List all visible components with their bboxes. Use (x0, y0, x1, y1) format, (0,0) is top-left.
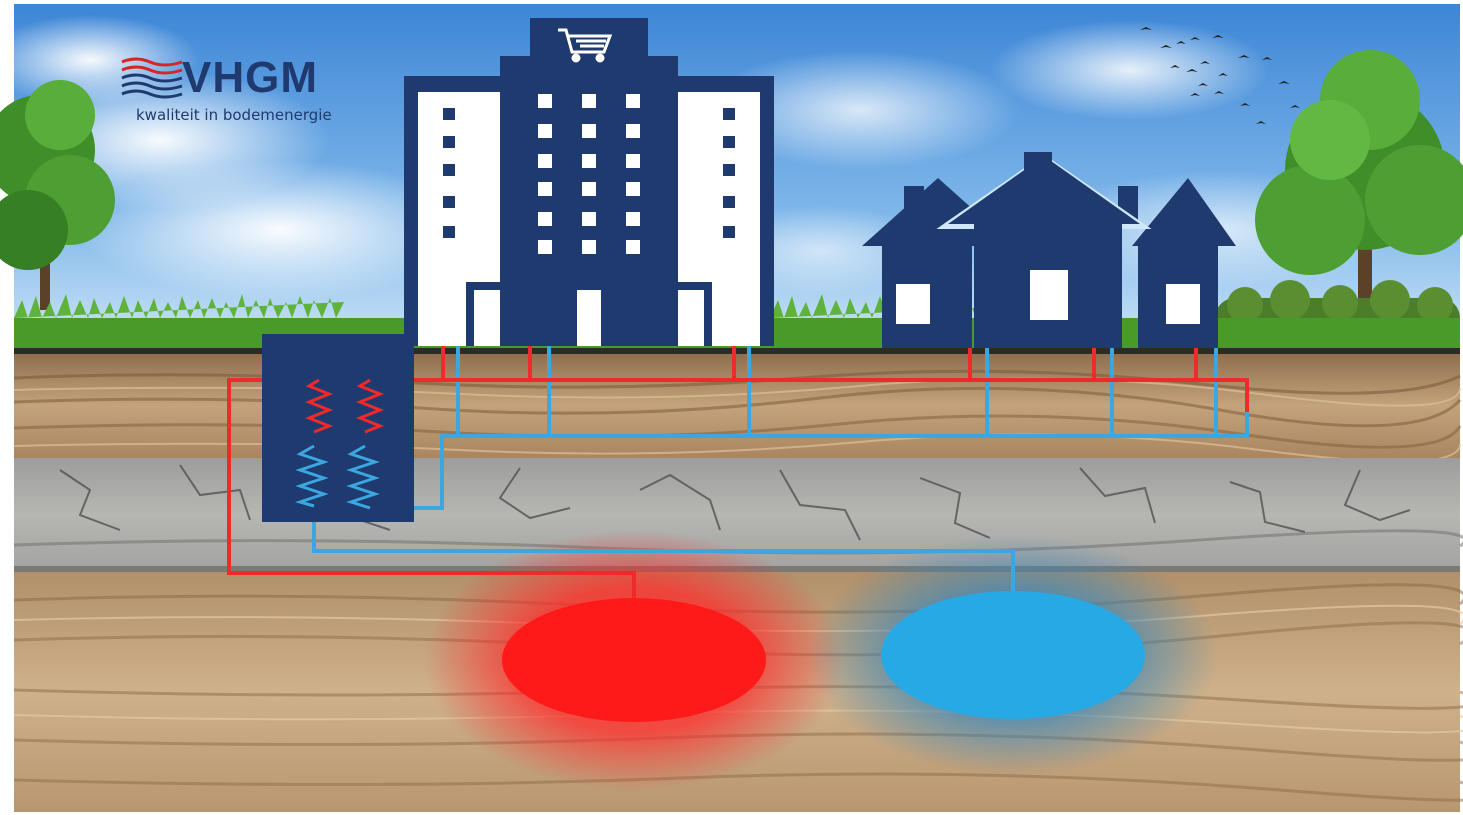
cloud (990, 20, 1270, 120)
cloud (700, 50, 1020, 170)
cart-icon (558, 28, 613, 63)
houses (862, 152, 1236, 348)
warm-well (502, 598, 766, 722)
house-middle (948, 152, 1140, 348)
house-right (1118, 178, 1236, 348)
building-door (577, 290, 601, 346)
birds-flock-icon (1140, 27, 1300, 124)
logo-waves-icon (121, 57, 183, 99)
window (1166, 284, 1200, 324)
cold-well (881, 591, 1145, 719)
tower-windows (538, 94, 640, 254)
cold-coil-left (294, 444, 329, 508)
logo-wordmark: VHGM (182, 53, 318, 102)
shopping-building (404, 18, 774, 346)
window (896, 284, 930, 324)
left-tree (0, 80, 115, 310)
cloud (80, 160, 480, 300)
return-pipes (312, 342, 1249, 594)
building-windows (443, 108, 735, 238)
heat-exchanger (262, 334, 414, 522)
logo-tagline: kwaliteit in bodemenergie (136, 106, 332, 124)
hot-coil-right (355, 378, 385, 434)
vhgm-logo: VHGM kwaliteit in bodemenergie (120, 52, 360, 132)
right-tree (1255, 50, 1463, 310)
hot-coil-left (304, 378, 334, 434)
supply-pipes (227, 342, 1249, 598)
cold-coil-right (346, 444, 380, 510)
window (1030, 270, 1068, 320)
